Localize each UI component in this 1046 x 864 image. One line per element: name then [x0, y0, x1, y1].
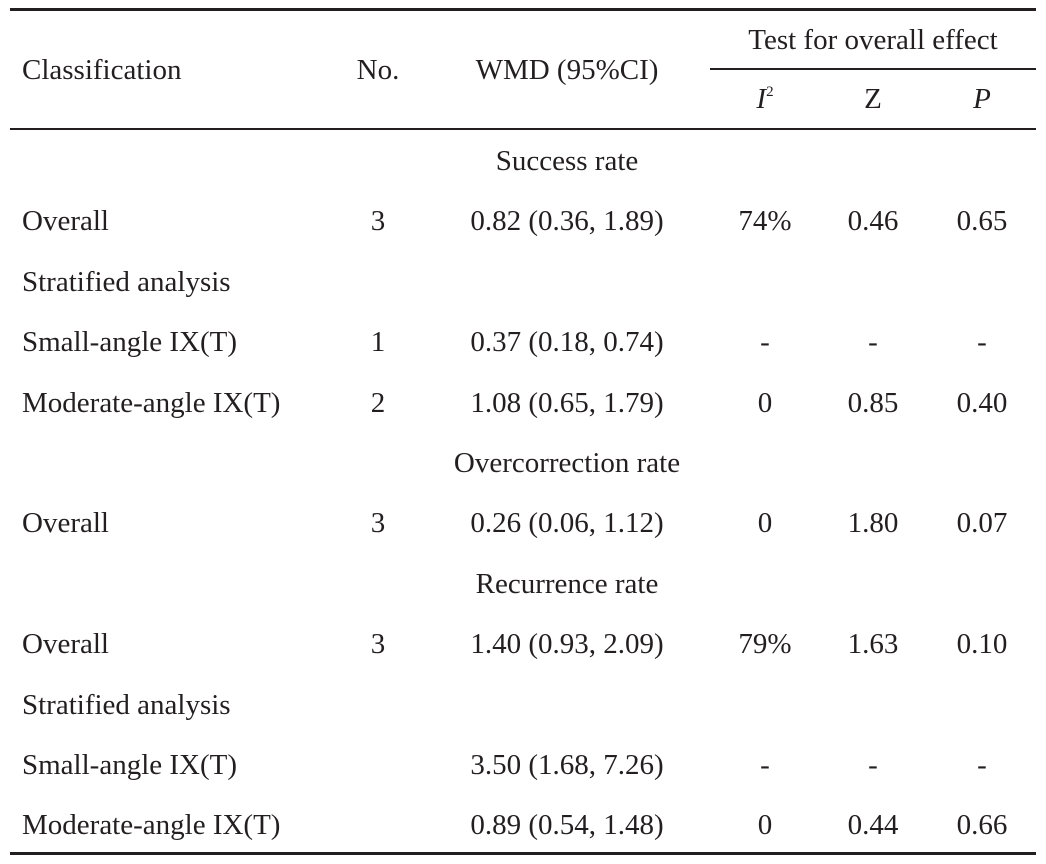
header-z: Z [864, 83, 882, 115]
cell-i2: 0 [757, 809, 773, 842]
header-test-group: Test for overall effect [748, 24, 998, 56]
header-wmd: WMD (95%CI) [475, 54, 659, 86]
row-classification: Small-angle IX(T) [22, 749, 238, 781]
cell-wmd: 0.26 (0.06, 1.12) [470, 507, 664, 540]
cell-z: - [868, 749, 878, 781]
row-classification: Small-angle IX(T) [22, 326, 238, 359]
cell-no: 3 [370, 507, 386, 540]
header-i2-sup: 2 [766, 84, 774, 100]
cell-z: - [868, 326, 878, 359]
row-classification: Stratified analysis [22, 688, 231, 721]
cell-i2: 79% [738, 628, 792, 661]
cell-p: 0.40 [956, 386, 1008, 419]
cell-no: 3 [370, 628, 386, 661]
cell-p: 0.66 [956, 809, 1008, 842]
header-no: No. [356, 54, 400, 86]
cell-wmd: 0.82 (0.36, 1.89) [470, 205, 664, 238]
row-classification: Overall [22, 628, 109, 661]
row-classification: Overall [22, 507, 109, 540]
header-group-rule [710, 68, 1036, 70]
cell-p: - [977, 749, 987, 781]
cell-p: 0.07 [956, 507, 1008, 540]
cell-no: 1 [370, 326, 386, 359]
cell-z: 0.44 [847, 809, 899, 842]
cell-z: 1.80 [847, 507, 899, 540]
cell-wmd: 1.08 (0.65, 1.79) [470, 386, 664, 419]
section-title: Overcorrection rate [453, 447, 681, 479]
cell-z: 0.46 [847, 205, 899, 238]
cell-i2: 0 [757, 386, 773, 419]
table-top-rule [10, 8, 1036, 11]
row-classification: Moderate-angle IX(T) [22, 386, 281, 419]
cell-wmd: 3.50 (1.68, 7.26) [470, 749, 664, 781]
cell-wmd: 0.37 (0.18, 0.74) [470, 326, 664, 359]
cell-i2: - [760, 749, 770, 781]
cell-no: 3 [370, 205, 386, 238]
row-classification: Stratified analysis [22, 265, 231, 298]
header-p: P [973, 83, 991, 115]
section-title: Recurrence rate [475, 567, 659, 600]
header-classification: Classification [22, 54, 182, 86]
cell-z: 0.85 [847, 386, 899, 419]
header-i2: I2 [756, 82, 773, 116]
cell-z: 1.63 [847, 628, 899, 661]
cell-p: 0.10 [956, 628, 1008, 661]
cell-i2: 0 [757, 507, 773, 540]
cell-p: 0.65 [956, 205, 1008, 238]
header-i2-base: I [756, 83, 767, 115]
cell-p: - [977, 326, 987, 359]
cell-wmd: 0.89 (0.54, 1.48) [470, 809, 664, 842]
cell-no: 2 [370, 386, 386, 419]
row-classification: Moderate-angle IX(T) [22, 809, 281, 842]
header-bottom-rule [10, 128, 1036, 130]
cell-i2: - [760, 326, 770, 359]
cell-wmd: 1.40 (0.93, 2.09) [470, 628, 664, 661]
cell-i2: 74% [738, 205, 792, 238]
row-classification: Overall [22, 205, 109, 238]
section-title: Success rate [495, 145, 639, 177]
table-bottom-rule [10, 852, 1036, 855]
